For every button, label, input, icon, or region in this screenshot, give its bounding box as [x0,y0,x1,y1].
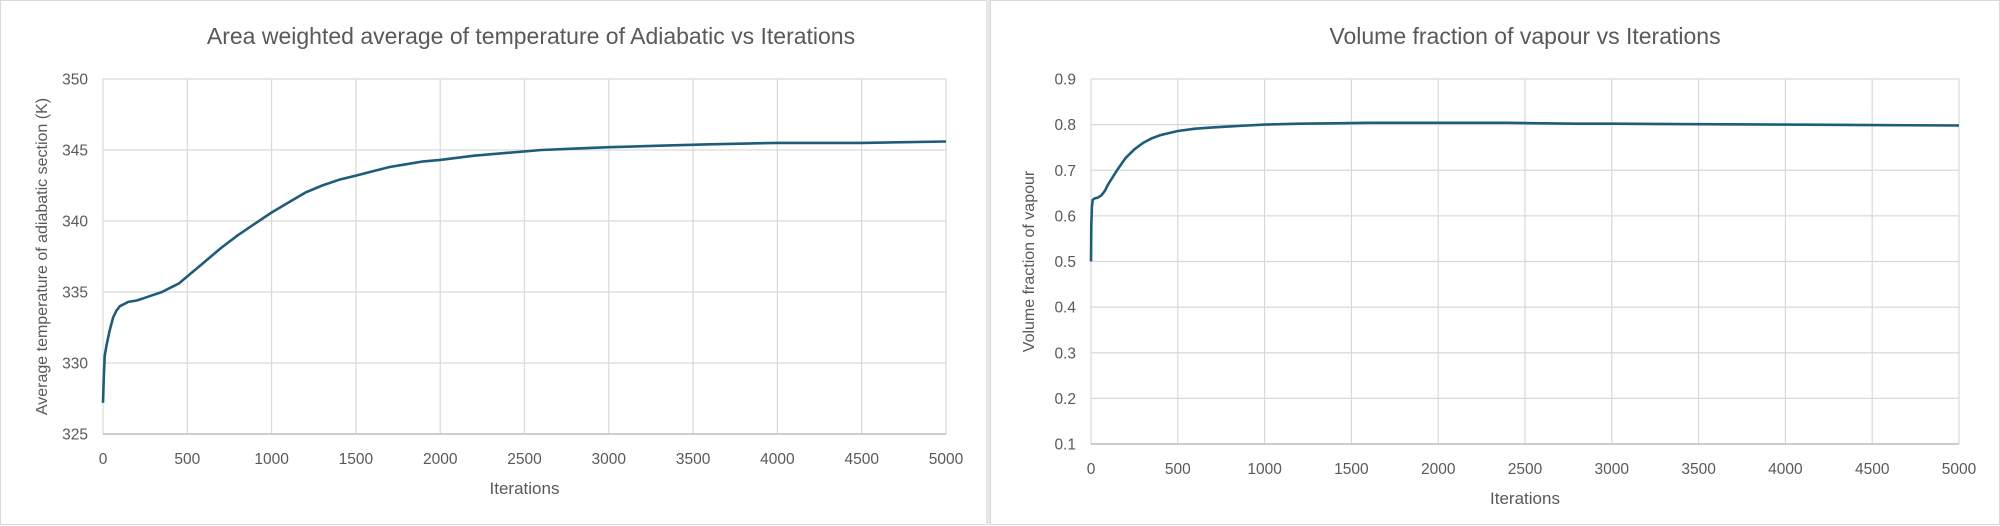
x-tick-label: 2000 [1421,461,1456,478]
x-tick-label: 2500 [507,451,542,468]
x-tick-label: 3500 [676,451,711,468]
x-tick-label: 1000 [1247,461,1282,478]
y-tick-label: 0.5 [1054,254,1076,271]
y-tick-label: 0.8 [1054,117,1076,134]
y-tick-label: 330 [62,356,88,373]
x-tick-label: 1500 [339,451,374,468]
y-tick-label: 345 [62,143,88,160]
x-tick-label: 4000 [1768,461,1803,478]
y-axis-label: Average temperature of adiabatic section… [34,98,51,415]
x-tick-label: 2000 [423,451,458,468]
chart-title: Area weighted average of temperature of … [207,23,855,49]
y-tick-label: 325 [62,427,88,444]
temperature-gridlines [102,78,947,435]
x-tick-label: 5000 [1942,461,1977,478]
x-axis-label: Iterations [490,479,560,498]
x-tick-label: 4500 [844,451,879,468]
vapour-gridlines [1090,78,1960,445]
x-tick-label: 0 [1087,461,1096,478]
x-tick-label: 500 [1165,461,1191,478]
y-tick-label: 0.9 [1054,72,1076,89]
y-tick-label: 0.1 [1054,437,1076,454]
x-tick-label: 1500 [1334,461,1369,478]
temperature-chart: 325 330 335 340 345 350 0 500 1000 1500 2000 2500 3… [0,0,988,525]
x-tick-label: 1000 [254,451,289,468]
vapour-x-tick-labels: 0 500 1000 1500 2000 2500 3000 3500 4000 4500 5000 [1087,461,1977,478]
panel-divider [986,0,990,525]
vapour-fraction-chart: 0.1 0.2 0.3 0.4 0.5 0.6 0.7 0.8 0.9 0 500 1000 1500… [990,0,2000,525]
x-tick-label: 5000 [929,451,964,468]
y-tick-label: 0.6 [1054,208,1076,225]
x-tick-label: 500 [174,451,200,468]
x-tick-label: 0 [99,451,108,468]
vapour-series-line [1089,121,1960,262]
y-tick-label: 340 [62,214,88,231]
vapour-fraction-chart-svg: 0.1 0.2 0.3 0.4 0.5 0.6 0.7 0.8 0.9 0 500 1000 1500… [1021,23,1977,508]
x-tick-label: 4000 [760,451,795,468]
x-tick-label: 4500 [1855,461,1890,478]
x-tick-label: 3000 [592,451,627,468]
y-tick-label: 0.4 [1054,300,1076,317]
y-tick-label: 0.3 [1054,345,1076,362]
temperature-series-line [101,140,947,403]
x-tick-label: 3500 [1681,461,1716,478]
x-tick-label: 3000 [1595,461,1630,478]
y-tick-label: 350 [62,72,88,89]
chart-title: Volume fraction of vapour vs Iterations [1329,23,1720,49]
temperature-x-tick-labels: 0 500 1000 1500 2000 2500 3000 3500 4000 4500 5000 [99,451,964,468]
vapour-y-tick-labels: 0.1 0.2 0.3 0.4 0.5 0.6 0.7 0.8 0.9 [1054,72,1076,454]
y-tick-label: 0.7 [1054,163,1076,180]
temperature-chart-svg: 325 330 335 340 345 350 0 500 1000 1500 2000 2500 3… [34,23,964,498]
y-tick-label: 335 [62,285,88,302]
x-axis-label: Iterations [1490,489,1560,508]
temperature-y-tick-labels: 325 330 335 340 345 350 [62,72,88,444]
y-axis-label: Volume fraction of vapour [1021,170,1038,352]
y-tick-label: 0.2 [1054,391,1076,408]
x-tick-label: 2500 [1508,461,1543,478]
